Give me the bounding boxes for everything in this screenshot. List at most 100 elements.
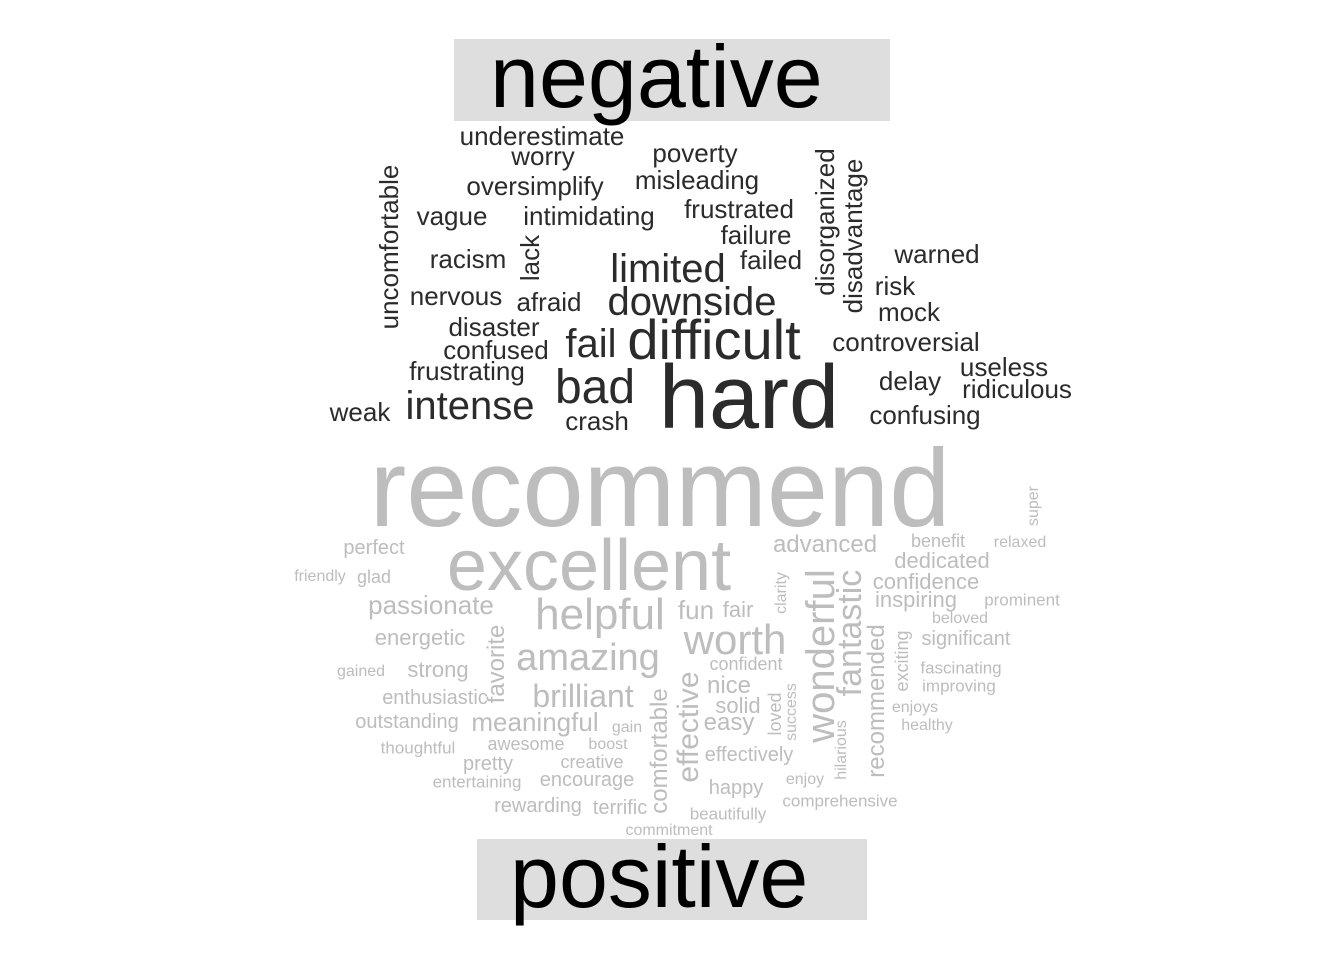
word-positive-relaxed: relaxed bbox=[993, 534, 1047, 551]
word-positive-boost: boost bbox=[588, 736, 628, 753]
word-positive-prominent: prominent bbox=[984, 590, 1060, 610]
word-positive-inspiring: inspiring bbox=[875, 587, 957, 612]
word-positive-perfect: perfect bbox=[343, 537, 405, 559]
word-positive-beloved: beloved bbox=[931, 610, 989, 627]
word-positive-recommend: recommend bbox=[369, 427, 951, 550]
word-positive-nice: nice bbox=[706, 672, 752, 699]
negative-label-box bbox=[454, 39, 890, 121]
word-positive-excellent: excellent bbox=[446, 526, 732, 606]
word-negative-difficult: difficult bbox=[627, 308, 801, 371]
word-positive-enjoy: enjoy bbox=[785, 771, 825, 788]
word-negative-controversial: controversial bbox=[832, 327, 980, 357]
word-negative-delay: delay bbox=[878, 366, 942, 396]
word-negative-disadvantage: disadvantage bbox=[838, 158, 868, 314]
word-positive-super: super bbox=[1025, 485, 1042, 527]
word-negative-crash: crash bbox=[565, 406, 629, 436]
word-positive-fascinating: fascinating bbox=[920, 658, 1002, 678]
word-positive-advanced: advanced bbox=[772, 531, 878, 558]
positive-group-label: positive bbox=[510, 827, 809, 926]
word-positive-confident: confident bbox=[709, 654, 783, 674]
word-negative-nervous: nervous bbox=[409, 281, 503, 311]
word-positive-pretty: pretty bbox=[462, 753, 514, 775]
word-positive-creative: creative bbox=[560, 752, 624, 772]
word-negative-worry: worry bbox=[511, 141, 575, 171]
word-positive-exciting: exciting bbox=[892, 630, 912, 692]
word-negative-poverty: poverty bbox=[652, 138, 738, 168]
positive-label-box bbox=[477, 839, 867, 920]
word-negative-confusing: confusing bbox=[869, 400, 981, 430]
word-positive-solid: solid bbox=[715, 693, 761, 718]
word-positive-comprehensive: comprehensive bbox=[782, 791, 898, 811]
word-negative-failure: failure bbox=[720, 220, 792, 250]
word-positive-healthy: healthy bbox=[901, 717, 953, 734]
word-positive-loved: loved bbox=[765, 692, 785, 736]
word-negative-hard: hard bbox=[658, 348, 840, 448]
word-positive-dedicated: dedicated bbox=[894, 548, 990, 573]
word-negative-frustrating: frustrating bbox=[409, 356, 525, 386]
word-negative-weak: weak bbox=[329, 397, 391, 427]
word-positive-encourage: encourage bbox=[539, 769, 635, 791]
word-positive-significant: significant bbox=[921, 628, 1011, 650]
word-negative-mock: mock bbox=[877, 297, 941, 327]
word-negative-fail: fail bbox=[565, 322, 617, 366]
word-positive-gained: gained bbox=[336, 663, 386, 680]
word-positive-improving: improving bbox=[922, 676, 996, 696]
word-positive-effective: effective bbox=[672, 671, 705, 783]
word-positive-clarity: clarity bbox=[773, 572, 790, 614]
word-negative-racism: racism bbox=[429, 244, 507, 274]
word-negative-uncomfortable: uncomfortable bbox=[374, 164, 404, 330]
word-positive-worth: worth bbox=[683, 616, 787, 663]
word-positive-brilliant: brilliant bbox=[532, 678, 634, 714]
word-positive-friendly: friendly bbox=[294, 568, 346, 585]
word-negative-intense: intense bbox=[405, 384, 535, 428]
word-negative-misleading: misleading bbox=[634, 165, 760, 195]
word-positive-glad: glad bbox=[356, 567, 392, 587]
word-positive-enthusiastic: enthusiastic bbox=[382, 687, 488, 709]
word-negative-disaster: disaster bbox=[448, 312, 540, 342]
word-positive-rewarding: rewarding bbox=[494, 795, 582, 817]
word-negative-underestimate: underestimate bbox=[459, 121, 625, 151]
word-negative-oversimplify: oversimplify bbox=[466, 171, 604, 201]
word-negative-intimidating: intimidating bbox=[523, 201, 655, 231]
word-positive-confidence: confidence bbox=[872, 569, 980, 594]
word-positive-happy: happy bbox=[708, 777, 764, 799]
word-negative-afraid: afraid bbox=[516, 287, 582, 317]
word-negative-bad: bad bbox=[554, 361, 636, 414]
word-positive-fantastic: fantastic bbox=[831, 569, 869, 697]
word-positive-commitment: commitment bbox=[625, 822, 713, 839]
word-positive-effectively: effectively bbox=[704, 744, 794, 766]
word-positive-awesome: awesome bbox=[487, 734, 565, 754]
word-positive-recommended: recommended bbox=[863, 624, 890, 778]
word-negative-confused: confused bbox=[443, 335, 549, 365]
word-positive-fun: fun bbox=[677, 595, 715, 625]
word-positive-hilarious: hilarious bbox=[833, 720, 850, 780]
word-positive-passionate: passionate bbox=[368, 590, 494, 620]
word-negative-warned: warned bbox=[894, 239, 980, 269]
word-negative-ridiculous: ridiculous bbox=[962, 374, 1072, 404]
negative-group-label: negative bbox=[490, 27, 823, 126]
word-positive-meaningful: meaningful bbox=[471, 707, 599, 737]
word-positive-enjoys: enjoys bbox=[891, 699, 939, 716]
word-positive-favorite: favorite bbox=[483, 624, 510, 704]
word-positive-comfortable: comfortable bbox=[646, 688, 673, 814]
word-positive-energetic: energetic bbox=[374, 625, 466, 650]
word-negative-lack: lack bbox=[515, 234, 545, 282]
word-positive-terrific: terrific bbox=[592, 797, 648, 819]
word-positive-fair: fair bbox=[722, 597, 754, 622]
word-positive-helpful: helpful bbox=[535, 590, 665, 639]
word-negative-vague: vague bbox=[416, 201, 488, 231]
word-positive-easy: easy bbox=[703, 709, 755, 736]
word-positive-gain: gain bbox=[611, 719, 643, 736]
word-negative-failed: failed bbox=[739, 245, 803, 275]
word-positive-outstanding: outstanding bbox=[355, 711, 459, 733]
word-negative-limited: limited bbox=[610, 247, 726, 291]
word-positive-thoughtful: thoughtful bbox=[380, 738, 456, 758]
word-positive-strong: strong bbox=[407, 657, 469, 682]
word-positive-success: success bbox=[783, 683, 800, 741]
word-positive-amazing: amazing bbox=[516, 637, 660, 679]
word-negative-downside: downside bbox=[607, 280, 777, 324]
word-positive-entertaining: entertaining bbox=[432, 772, 522, 792]
word-negative-useless: useless bbox=[959, 352, 1049, 382]
word-positive-beautifully: beautifully bbox=[689, 804, 767, 824]
